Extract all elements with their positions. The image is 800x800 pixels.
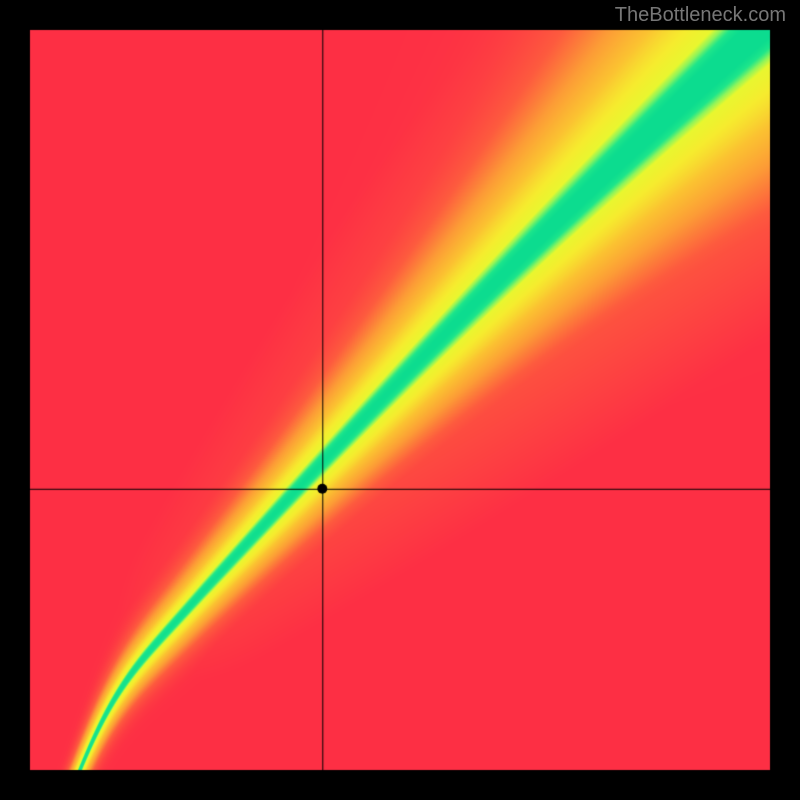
watermark-text: TheBottleneck.com bbox=[615, 4, 786, 27]
chart-container: TheBottleneck.com bbox=[0, 0, 800, 800]
heatmap-canvas bbox=[0, 0, 800, 800]
